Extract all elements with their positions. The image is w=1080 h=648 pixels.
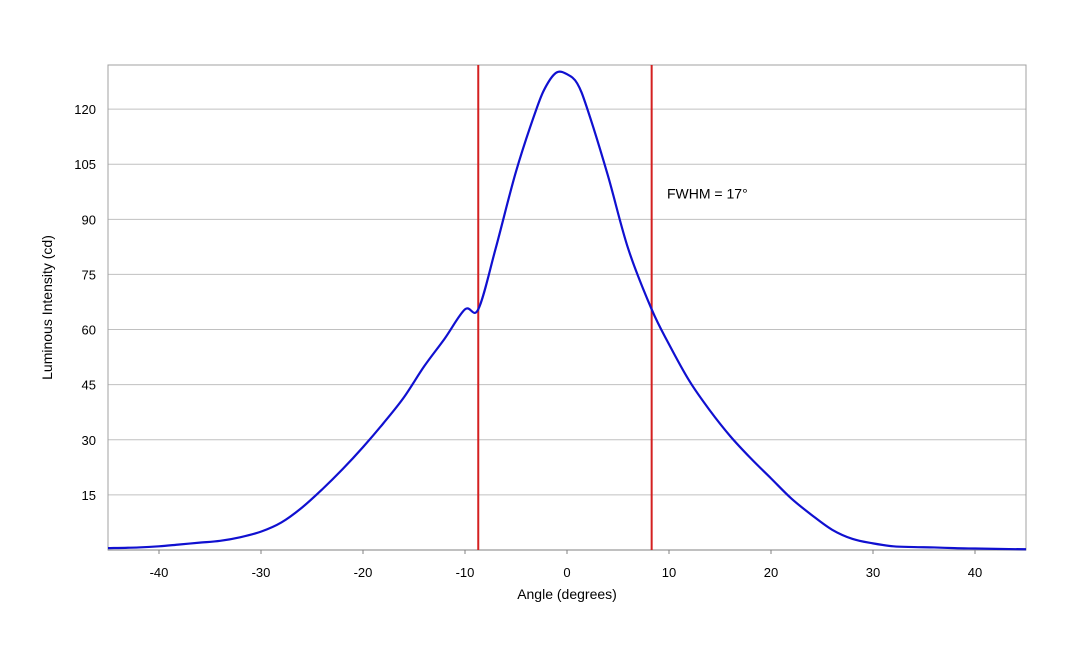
x-tick-label: 40 xyxy=(968,565,982,580)
y-tick-label: 15 xyxy=(82,488,96,503)
plot-area-frame xyxy=(107,64,1027,551)
x-tick-label: 30 xyxy=(866,565,880,580)
x-tick-label: -30 xyxy=(252,565,271,580)
fwhm-markers xyxy=(477,65,653,550)
y-axis-title: Luminous Intensity (cd) xyxy=(39,235,55,380)
x-axis-title: Angle (degrees) xyxy=(517,586,617,602)
y-axis-ticks: 15 30 45 60 75 90 105 120 xyxy=(74,102,96,503)
x-tick-label: -10 xyxy=(456,565,475,580)
annotations: FWHM = 17° xyxy=(667,186,748,202)
intensity-curve xyxy=(107,70,1027,551)
fwhm-annotation: FWHM = 17° xyxy=(667,186,748,202)
x-tick-label: -40 xyxy=(150,565,169,580)
x-tick-label: -20 xyxy=(354,565,373,580)
y-tick-label: 45 xyxy=(82,378,96,393)
y-tick-label: 60 xyxy=(82,323,96,338)
y-tick-label: 30 xyxy=(82,433,96,448)
x-tick-label: 10 xyxy=(662,565,676,580)
y-tick-label: 90 xyxy=(82,212,96,227)
series-layer xyxy=(107,70,1027,551)
x-tick-label: 0 xyxy=(563,565,570,580)
x-axis-ticks: -40 -30 -20 -10 0 10 20 30 40 xyxy=(150,550,982,580)
x-tick-label: 20 xyxy=(764,565,778,580)
gridlines xyxy=(108,108,1026,551)
y-tick-label: 75 xyxy=(82,267,96,282)
y-tick-label: 120 xyxy=(74,102,96,117)
y-tick-label: 105 xyxy=(74,157,96,172)
